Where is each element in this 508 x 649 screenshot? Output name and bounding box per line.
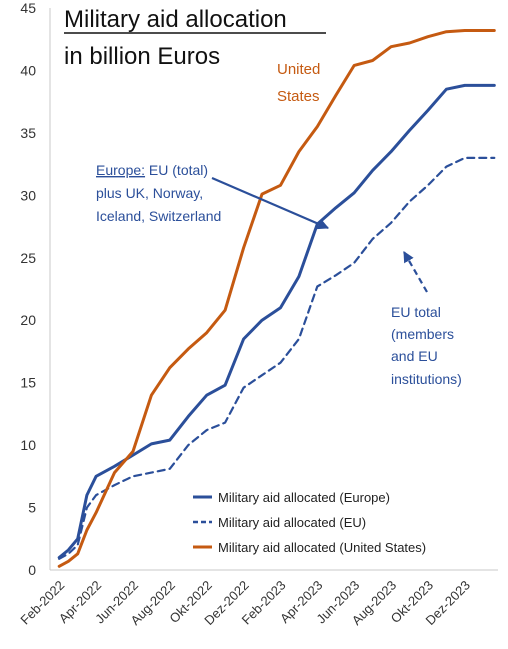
y-tick-label: 15 [20,375,36,391]
y-tick-label: 25 [20,250,36,266]
annotation-europe-arrow [211,176,330,230]
y-tick-label: 40 [20,62,36,78]
series-line-eu [58,156,496,560]
annotation-europe-line-1: Europe: EU (total) [96,162,208,178]
annotation-eu-line-4: institutions) [391,371,462,387]
x-axis-ticks: Feb-2022Apr-2022Jun-2022Aug-2022Okt-2022… [17,578,473,628]
annotation-eu-arrow [403,251,428,293]
annotation-us-line-2: States [277,88,320,105]
annotation-europe-line-3: Iceland, Switzerland [96,208,221,224]
legend: Military aid allocated (Europe) Military… [193,490,426,555]
annotation-us-line-1: United [277,61,320,78]
y-tick-label: 10 [20,437,36,453]
y-tick-label: 0 [28,562,36,578]
y-tick-label: 5 [28,500,36,516]
y-tick-label: 20 [20,312,36,328]
annotation-europe-prefix: Europe: [96,162,145,178]
annotation-europe-rest: EU (total) [145,162,208,178]
legend-label-us: Military aid allocated (United States) [218,540,426,555]
series-line-europe [57,83,496,559]
annotation-eu-line-1: EU total [391,304,441,320]
annotation-europe-line-2: plus UK, Norway, [96,185,203,201]
y-tick-label: 45 [20,0,36,16]
y-tick-label: 35 [20,125,36,141]
chart-title-line-1: Military aid allocation [64,6,287,33]
chart-title-line-2: in billion Euros [64,43,220,70]
y-tick-label: 30 [20,187,36,203]
legend-label-eu: Military aid allocated (EU) [218,515,366,530]
annotation-eu-line-3: and EU [391,348,438,364]
annotation-eu-line-2: (members [391,326,454,342]
legend-label-europe: Military aid allocated (Europe) [218,490,390,505]
series-line-us [57,29,496,568]
series-lines [57,29,496,568]
y-axis-ticks: 0 5 10 15 20 25 30 35 40 45 [20,0,36,578]
